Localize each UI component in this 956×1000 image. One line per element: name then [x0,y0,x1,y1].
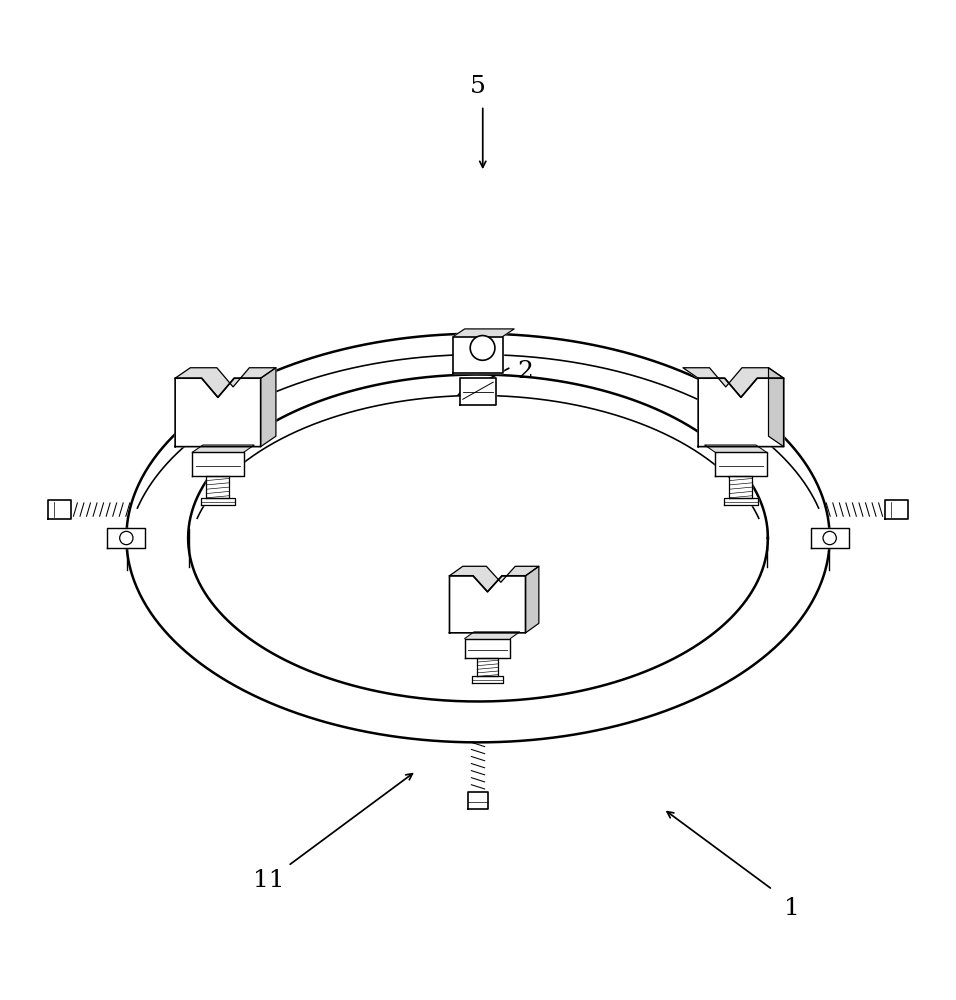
Polygon shape [467,792,489,809]
Polygon shape [201,498,235,505]
Polygon shape [175,378,261,447]
Polygon shape [683,368,784,397]
Polygon shape [526,566,539,633]
Polygon shape [465,632,520,639]
Polygon shape [465,639,511,658]
Polygon shape [192,452,244,476]
Polygon shape [698,378,784,447]
Polygon shape [729,476,752,498]
Polygon shape [724,498,758,505]
Polygon shape [460,378,496,405]
Text: 11: 11 [253,869,285,892]
Circle shape [120,531,133,545]
Text: 1: 1 [784,897,799,920]
Polygon shape [715,452,767,476]
Text: 2: 2 [517,360,533,383]
Text: 5: 5 [470,75,486,98]
Circle shape [470,336,495,360]
Polygon shape [885,500,908,519]
Polygon shape [192,445,254,452]
Polygon shape [449,566,539,592]
Polygon shape [107,528,145,548]
Polygon shape [206,476,229,498]
Polygon shape [453,329,514,337]
Polygon shape [48,500,71,519]
Polygon shape [769,368,784,447]
Polygon shape [261,368,276,447]
Polygon shape [472,676,503,683]
Circle shape [823,531,836,545]
Polygon shape [453,337,503,373]
Polygon shape [175,368,276,397]
Polygon shape [449,576,526,633]
Polygon shape [477,658,498,676]
Polygon shape [811,528,849,548]
Polygon shape [705,445,767,452]
